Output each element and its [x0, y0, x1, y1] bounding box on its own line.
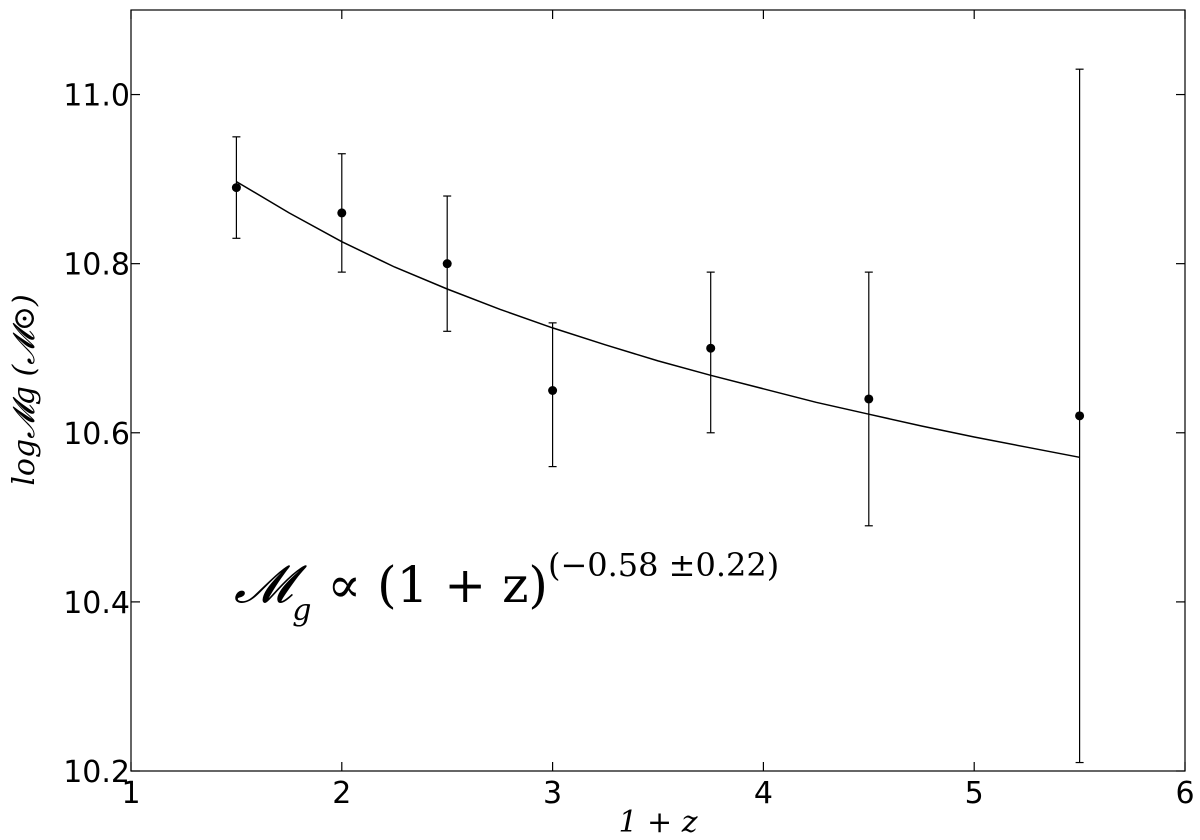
y-axis-title: log𝓜g (𝓜⊙): [7, 294, 42, 485]
x-tick-label: 3: [543, 776, 562, 811]
fit-line-group: [236, 180, 1080, 459]
data-point: [337, 208, 347, 218]
x-tick-label: 1: [121, 776, 140, 811]
data-point: [1075, 411, 1085, 421]
annotation-mid: ∝ (1 + z): [311, 556, 547, 614]
x-tick-label: 5: [965, 776, 984, 811]
data-point: [864, 394, 874, 404]
plot-frame: [130, 9, 1186, 772]
y-tick-label: 10.8: [63, 248, 130, 283]
tick-labels: 1 2 3 4 5 6 10.2 10.4 10.6 10.8 11.0: [63, 79, 1194, 811]
y-tick-label: 10.4: [63, 586, 130, 621]
y-tick-label: 10.2: [63, 755, 130, 790]
x-tick-label: 2: [332, 776, 351, 811]
fit-line: [236, 180, 1080, 459]
y-tick-label: 11.0: [63, 79, 130, 114]
data-points-group: [231, 183, 1085, 421]
errorbar-group: [232, 68, 1084, 764]
y-tick-label: 10.6: [63, 417, 130, 452]
axis-ticks: [130, 10, 1186, 772]
x-tick-label: 6: [1175, 776, 1194, 811]
data-point: [231, 183, 241, 193]
annotation-subscript: g: [292, 593, 311, 628]
fit-annotation: 𝓜g ∝ (1 + z)(−0.58 ±0.22): [234, 546, 779, 628]
x-axis-title: 1 + z: [618, 805, 697, 840]
data-point: [442, 259, 452, 269]
data-point: [706, 343, 716, 353]
data-point: [548, 386, 558, 395]
x-tick-label: 4: [754, 776, 773, 811]
annotation-exponent: (−0.58 ±0.22): [548, 546, 779, 584]
